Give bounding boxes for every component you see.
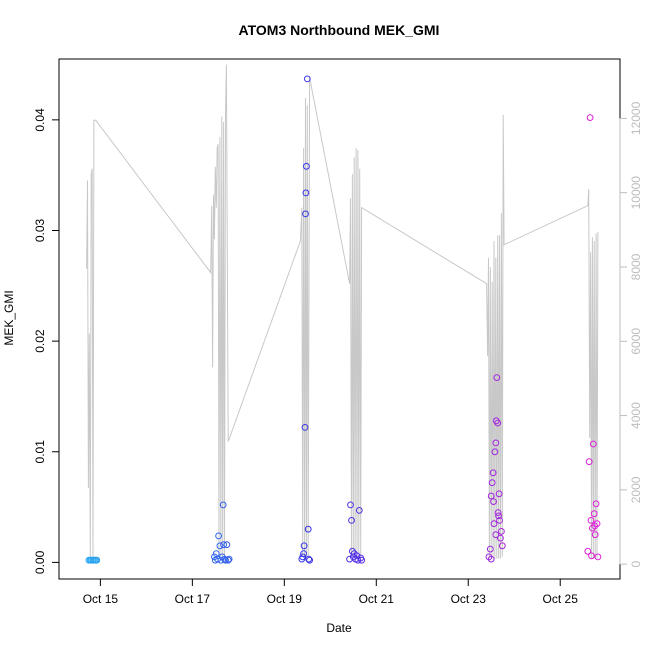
data-point (497, 534, 504, 542)
y-axis-label: MEK_GMI (2, 290, 16, 345)
data-point (220, 541, 228, 549)
data-point (215, 532, 223, 540)
x-tick-label: Oct 15 (83, 592, 119, 606)
data-point (594, 553, 602, 561)
y-tick-label: 0.01 (33, 440, 47, 464)
data-point (222, 556, 229, 564)
data-point (302, 210, 309, 218)
data-point (225, 555, 233, 563)
y-tick-label: 0.02 (33, 329, 47, 353)
data-point (486, 545, 494, 553)
data-point (304, 525, 312, 533)
data-point (593, 520, 601, 528)
y2-tick-label: 8000 (629, 253, 643, 280)
data-point (498, 542, 506, 550)
points-layer (85, 75, 602, 564)
data-point (498, 528, 505, 535)
data-point (305, 555, 313, 563)
data-point (485, 553, 493, 561)
data-point (494, 419, 502, 427)
data-point (489, 469, 497, 477)
y2-axis: 0 2000 4000 6000 8000 10000 12000 (619, 101, 643, 567)
data-point (300, 550, 308, 557)
data-point (490, 498, 497, 506)
data-point (306, 556, 314, 564)
data-point (490, 520, 498, 528)
x-tick-label: Oct 17 (175, 592, 211, 606)
x-tick-label: Oct 23 (451, 592, 487, 606)
x-tick-label: Oct 21 (359, 592, 395, 606)
y2-tick-label: 0 (629, 560, 643, 567)
altitude-series-line (86, 64, 599, 559)
data-point (591, 522, 599, 530)
data-point (358, 556, 366, 564)
y2-tick-label: 10000 (629, 176, 643, 210)
data-point (303, 75, 311, 83)
data-point (300, 542, 308, 550)
data-point (590, 510, 598, 518)
data-point (591, 531, 599, 539)
data-point (347, 501, 354, 509)
data-point (353, 552, 361, 560)
data-point (302, 189, 310, 197)
data-point (299, 553, 307, 561)
data-point (584, 547, 592, 555)
data-point (216, 542, 224, 550)
chart-title: ATOM3 Northbound MEK_GMI (239, 22, 440, 38)
data-point (592, 500, 600, 508)
data-point (348, 517, 355, 524)
data-point (589, 524, 596, 532)
y2-tick-label: 6000 (629, 328, 643, 355)
data-point (587, 517, 595, 524)
data-point (219, 501, 227, 509)
data-point (355, 507, 363, 514)
data-point (223, 541, 231, 549)
data-point (491, 448, 499, 456)
data-point (487, 492, 495, 500)
y2-tick-label: 4000 (629, 402, 643, 429)
data-point (488, 479, 496, 487)
data-point (492, 531, 500, 539)
y-axis: 0.00 0.01 0.02 0.03 0.04 (33, 108, 60, 574)
data-point (93, 556, 101, 564)
data-point (493, 374, 501, 382)
data-point (495, 512, 503, 520)
y2-tick-label: 2000 (629, 476, 643, 503)
data-point (494, 509, 502, 516)
data-point (589, 440, 597, 448)
x-tick-label: Oct 19 (267, 592, 303, 606)
data-point (588, 552, 595, 560)
data-point (496, 517, 503, 524)
altitude-line-layer (86, 64, 599, 559)
x-axis: Oct 15 Oct 17 Oct 19 Oct 21 Oct 23 Oct 25 (83, 578, 579, 606)
data-point (303, 162, 310, 170)
data-point (487, 555, 495, 563)
y-tick-label: 0.03 (33, 218, 47, 242)
data-point (301, 424, 309, 431)
data-point (495, 490, 503, 498)
plot-area (58, 58, 621, 580)
data-point (586, 114, 594, 121)
data-point (217, 556, 225, 564)
data-point (224, 556, 232, 564)
data-point (492, 439, 500, 447)
y-tick-label: 0.00 (33, 550, 47, 574)
y-tick-label: 0.04 (33, 108, 47, 132)
x-axis-label: Date (326, 621, 352, 635)
data-point (221, 555, 228, 563)
x-tick-label: Oct 25 (543, 592, 579, 606)
data-point (585, 458, 593, 466)
y2-tick-label: 12000 (629, 101, 643, 135)
data-point (349, 553, 357, 561)
